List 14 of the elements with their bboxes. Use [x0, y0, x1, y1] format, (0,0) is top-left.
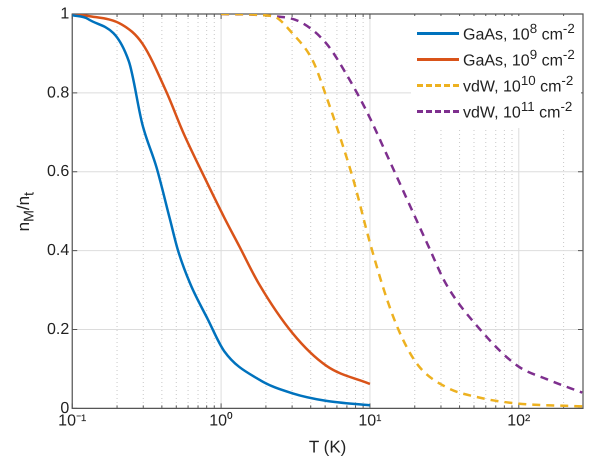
y-tick-label: 1 [60, 5, 70, 22]
x-tick-label: 10¹ [358, 412, 382, 430]
x-tick-label: 10² [507, 412, 532, 430]
legend-label: GaAs, 10$^{8}$ cm$^{-2}$ [463, 21, 575, 45]
y-tick-label: 0.8 [46, 84, 70, 102]
y-tick-label: 0.4 [46, 242, 70, 260]
x-axis-title: T (K) [308, 437, 346, 456]
y-tick-label: 0.6 [46, 163, 70, 180]
legend-label: vdW, 10$^{11}$ cm$^{-2}$ [463, 99, 572, 123]
x-tick-label: 10⁻¹ [58, 412, 86, 430]
y-tick-label: 0.2 [46, 320, 70, 338]
legend-label: vdW, 10$^{10}$ cm$^{-2}$ [463, 73, 574, 97]
x-tick-label: 10⁰ [209, 411, 233, 430]
legend-label: GaAs, 10$^{9}$ cm$^{-2}$ [463, 47, 575, 71]
